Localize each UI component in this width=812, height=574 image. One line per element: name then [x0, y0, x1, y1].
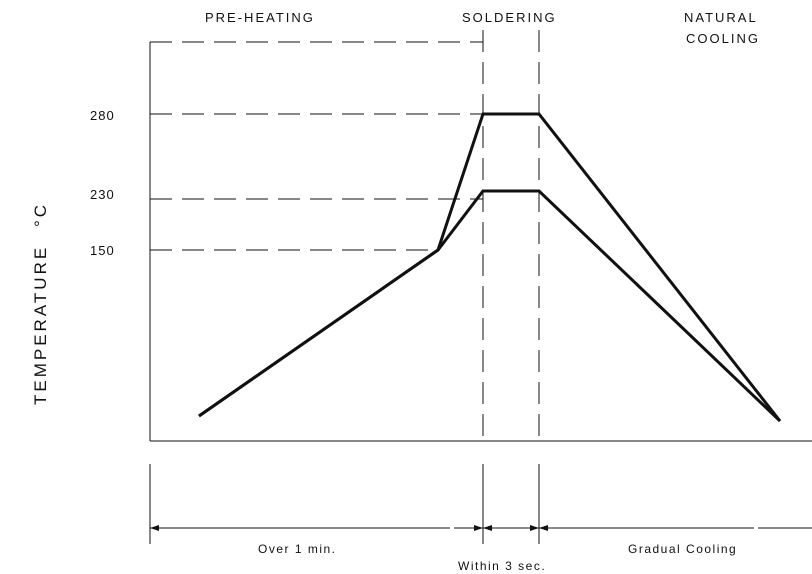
- y-axis-label: TEMPERATURE: [31, 245, 50, 405]
- y-tick-230: 230: [90, 187, 115, 202]
- phase-label-natural: NATURAL: [684, 10, 758, 25]
- phase-label-cooling: COOLING: [686, 31, 760, 46]
- arrow-solder-start: [483, 525, 492, 531]
- arrow-preheat-end: [474, 525, 483, 531]
- profile-curve-230: [198, 189, 782, 423]
- arrow-cooling-start: [539, 525, 548, 531]
- phase-label-soldering: SOLDERING: [462, 10, 557, 25]
- duration-preheat: Over 1 min.: [258, 542, 337, 556]
- phase-label-preheating: PRE-HEATING: [205, 10, 315, 25]
- y-tick-280: 280: [90, 108, 115, 123]
- arrow-left: [150, 525, 159, 531]
- arrow-solder-end: [530, 525, 539, 531]
- y-axis-label-group: TEMPERATURE °C: [31, 202, 50, 405]
- y-axis-unit: °C: [31, 202, 50, 227]
- profile-curve-280: [198, 112, 782, 422]
- duration-solder: Within 3 sec.: [458, 559, 546, 573]
- y-tick-150: 150: [90, 243, 115, 258]
- duration-cooling: Gradual Cooling: [628, 542, 737, 556]
